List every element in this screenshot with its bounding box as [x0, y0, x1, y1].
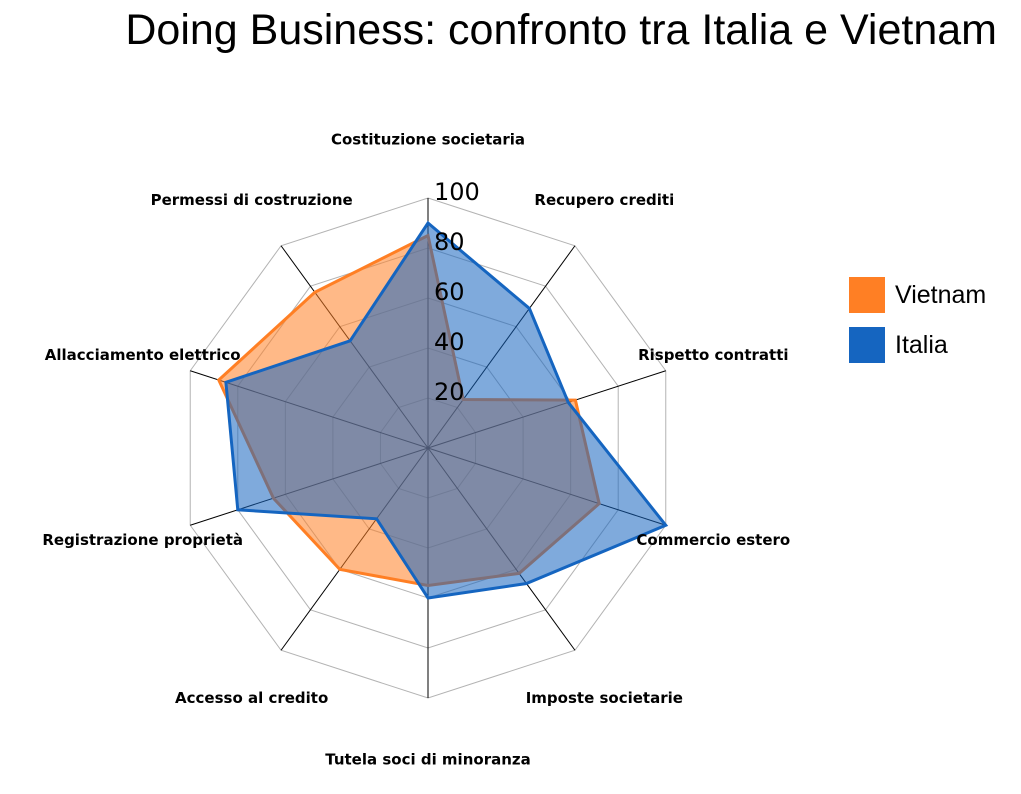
axis-label: Recupero crediti	[534, 191, 674, 209]
axis-labels-layer: Costituzione societaria Recupero crediti R…	[42, 131, 790, 769]
radial-tick-label: 80	[434, 228, 465, 256]
series-area-italia	[224, 220, 669, 600]
radial-ticks-layer: 20 40 60 80 100	[434, 178, 480, 406]
axis-label: Commercio estero	[636, 531, 790, 549]
legend: Vietnam Italia	[849, 277, 986, 377]
legend-swatch	[849, 327, 885, 363]
axis-label: Registrazione proprietà	[42, 531, 243, 549]
radial-tick-label: 40	[434, 328, 465, 356]
axis-label: Rispetto contratti	[638, 346, 788, 364]
axis-label: Imposte societarie	[526, 689, 683, 707]
radial-tick-label: 100	[434, 178, 480, 206]
radial-tick-label: 60	[434, 278, 465, 306]
axis-label: Costituzione societaria	[331, 131, 525, 149]
legend-label: Italia	[895, 330, 948, 359]
axis-label: Accesso al credito	[175, 689, 328, 707]
legend-label: Vietnam	[895, 280, 987, 309]
series-layer	[216, 220, 669, 600]
axis-label: Tutela soci di minoranza	[325, 751, 531, 769]
chart-title: Doing Business: confronto tra Italia e V…	[125, 6, 997, 54]
axis-label: Allacciamento elettrico	[45, 346, 241, 364]
legend-item-vietnam: Vietnam	[849, 277, 986, 313]
legend-swatch	[849, 277, 885, 313]
radial-tick-label: 20	[434, 378, 465, 406]
axis-label: Permessi di costruzione	[151, 191, 353, 209]
legend-item-italia: Italia	[849, 327, 986, 363]
